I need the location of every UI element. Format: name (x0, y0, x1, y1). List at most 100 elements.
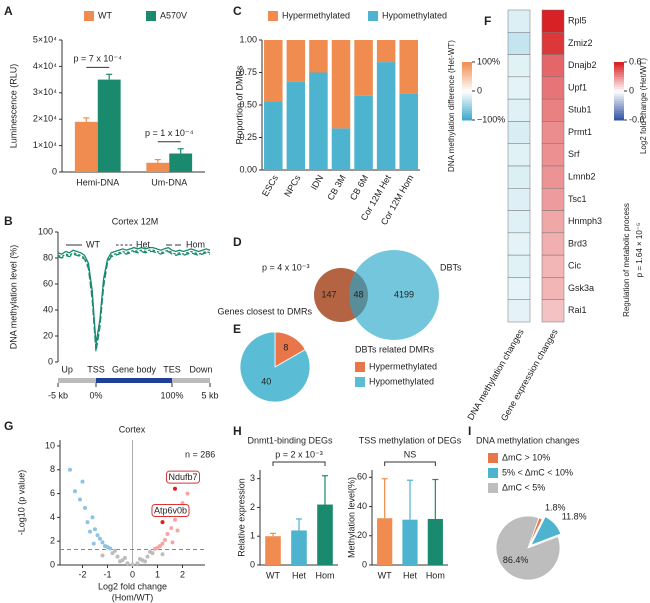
y-tick-label: 2 (50, 536, 55, 546)
y-tick-label: 60 (43, 278, 53, 288)
colorbar-tick-label: 0.6 (629, 56, 642, 66)
y-axis-label: Luminescence (RLU) (8, 64, 18, 149)
y-tick-label: 0.00 (239, 164, 257, 174)
chart-title: Cortex 12M (112, 216, 159, 226)
heatmap-cell (541, 210, 565, 234)
y-axis-label: -Log10 (p value) (16, 470, 26, 536)
x-tick-label: Hom (426, 570, 445, 580)
annotation: n = 286 (185, 449, 215, 459)
heatmap-cell (507, 9, 531, 33)
heatmap-cell (541, 98, 565, 122)
region-label: TES (163, 364, 181, 374)
legend-label: ΔmC < 5% (502, 482, 545, 492)
chart-title: Cortex (119, 424, 146, 434)
row-label: Hnmph3 (568, 216, 602, 226)
point (95, 533, 100, 538)
panel-letter: D (233, 235, 242, 249)
heatmap-cell (507, 277, 531, 300)
legend-swatch (488, 453, 498, 463)
legend-label: 5% < ΔmC < 10% (502, 467, 573, 477)
line (57, 246, 211, 344)
row-label: Gsk3a (568, 283, 594, 293)
colorbar-segment (462, 115, 472, 119)
point (110, 551, 115, 556)
colorbar-segment (462, 103, 472, 106)
row-label: Zmiz2 (568, 38, 593, 48)
colorbar-segment (614, 69, 624, 73)
y-tick-label: 3×10⁴ (33, 87, 57, 97)
point (73, 489, 77, 494)
x-tick-label: CB 3M (325, 173, 347, 202)
legend-title: DBTs related DMRs (355, 344, 435, 354)
legend-label: Hypermethylated (369, 361, 437, 371)
x-tick-label: 5 kb (201, 390, 218, 400)
colorbar-segment (462, 105, 472, 109)
legend-title: DNA methylation changes (476, 435, 580, 445)
x-tick-label: CB 6M (348, 173, 370, 202)
bar-segment (286, 81, 306, 170)
value-label: 86.4% (503, 555, 529, 565)
colorbar-segment (462, 110, 472, 114)
row-label: Prmt1 (568, 127, 592, 137)
point (160, 520, 165, 525)
x-tick-label: 0 (130, 569, 135, 579)
y-tick-label: 1 (250, 531, 255, 541)
point (143, 559, 147, 564)
pie-slice (239, 331, 311, 403)
x-tick-label: ESCs (260, 173, 280, 198)
y-tick-label: 2×10⁴ (33, 114, 57, 124)
heatmap-cell (507, 188, 531, 211)
venn-overlap-outline (314, 268, 368, 322)
heatmap-cell (507, 121, 531, 144)
colorbar-segment (462, 62, 472, 65)
colorbar-label: DNA methylation difference (Het-WT) (447, 40, 456, 172)
row-label: Srf (568, 149, 580, 159)
x-tick-label: NPCs (282, 173, 303, 199)
x-tick-label: WT (378, 570, 392, 580)
colorbar-segment (614, 112, 624, 116)
point (169, 526, 174, 531)
annotation: p = 1 x 10⁻⁴ (145, 128, 194, 138)
colorbar-label: Log2 fold change (Het/WT) (639, 58, 648, 154)
heatmap-cell (541, 9, 565, 33)
heatmap-cell (507, 232, 531, 256)
y-tick-label: 0.25 (239, 132, 257, 142)
colorbar-segment (614, 100, 624, 104)
colorbar-segment (462, 74, 472, 77)
heatmap-cell (507, 32, 531, 55)
annotation: p = 7 x 10⁻⁴ (74, 54, 123, 64)
panel-letter: C (233, 4, 242, 18)
y-axis-label: DNA methylation level (%) (8, 245, 18, 350)
y-tick-label: 6 (50, 488, 55, 498)
bar (97, 79, 121, 172)
colorbar-segment (614, 64, 624, 68)
row-label: Brd3 (568, 238, 587, 248)
colorbar-segment (614, 81, 624, 85)
bar (402, 519, 418, 565)
y-tick-label: 0 (362, 559, 367, 569)
significance-bracket (384, 461, 436, 466)
colorbar-tick-label: −100% (477, 114, 505, 124)
value-label: 1.8% (545, 503, 566, 513)
x-tick-label: WT (266, 570, 280, 580)
venn-count: 147 (321, 289, 336, 299)
colorbar-segment (614, 83, 624, 87)
colorbar-segment (614, 86, 624, 90)
panel-letter: B (4, 214, 13, 228)
bar-segment (376, 40, 396, 63)
x-axis-label: (Hom/WT) (112, 592, 154, 602)
heatmap-cell (541, 143, 565, 167)
heatmap-cell (507, 254, 531, 278)
value-label: 40 (261, 377, 271, 387)
point (91, 541, 96, 546)
region-label: Gene body (112, 364, 157, 374)
significance-bracket (272, 461, 326, 466)
point (93, 527, 97, 532)
point (165, 532, 170, 537)
panel-letter: F (484, 14, 491, 28)
y-tick-label: 8 (50, 464, 55, 474)
point (160, 541, 165, 546)
annotation: p = 2 x 10⁻³ (275, 449, 323, 459)
